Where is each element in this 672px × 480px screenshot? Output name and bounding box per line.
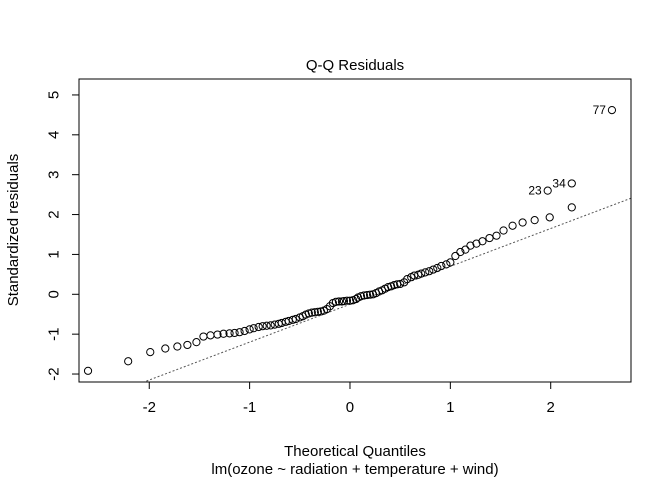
- x-tick-label: 0: [346, 399, 354, 416]
- data-point: [230, 328, 239, 338]
- data-point: [362, 290, 372, 300]
- data-point: [466, 241, 475, 250]
- outlier-point: [567, 179, 576, 188]
- data-point: [322, 304, 331, 314]
- data-point: [461, 245, 470, 254]
- data-point: [359, 291, 369, 300]
- data-point: [429, 265, 438, 274]
- data-point: [219, 329, 228, 338]
- data-point: [530, 216, 539, 225]
- data-point: [240, 326, 249, 336]
- chart-subtitle: lm(ozone ~ radiation + temperature + win…: [211, 461, 498, 478]
- outlier-point: [607, 105, 617, 115]
- data-point: [146, 347, 155, 357]
- point-label: 23: [528, 184, 542, 198]
- data-point: [310, 308, 319, 317]
- data-point: [545, 213, 554, 222]
- data-point: [390, 281, 399, 290]
- y-tick-label: 1: [46, 250, 63, 258]
- data-point: [396, 279, 405, 289]
- point-label: 77: [593, 103, 607, 117]
- data-point: [339, 296, 349, 306]
- data-point: [403, 275, 412, 284]
- data-point: [384, 283, 393, 292]
- data-point: [345, 296, 355, 305]
- data-point: [456, 247, 465, 257]
- data-point: [351, 294, 361, 304]
- y-tick-label: 4: [46, 131, 63, 139]
- data-point: [249, 324, 258, 333]
- data-point: [262, 321, 271, 330]
- y-tick-label: -1: [46, 327, 63, 340]
- data-point: [266, 321, 275, 330]
- data-point: [508, 221, 517, 230]
- data-point: [304, 309, 313, 318]
- y-tick-label: 2: [46, 210, 63, 218]
- x-axis-label: Theoretical Quantiles: [284, 443, 426, 460]
- chart-title: Q-Q Residuals: [306, 57, 404, 74]
- x-tick-label: -2: [143, 399, 156, 416]
- data-point: [173, 342, 182, 351]
- data-point: [331, 297, 341, 306]
- data-point: [421, 268, 430, 277]
- data-point: [245, 325, 254, 334]
- y-tick-label: 0: [46, 290, 63, 298]
- data-point: [307, 308, 316, 317]
- data-point: [442, 260, 451, 269]
- data-point: [567, 203, 576, 212]
- plot-content: 23 34 77: [83, 103, 631, 382]
- x-tick-label: 1: [446, 399, 454, 416]
- data-point: [518, 218, 527, 227]
- x-tick-label: -1: [243, 399, 256, 416]
- data-point: [433, 263, 442, 273]
- data-point: [499, 226, 508, 235]
- data-point: [254, 322, 263, 332]
- data-point: [183, 340, 192, 350]
- data-point: [478, 237, 487, 246]
- data-point: [192, 338, 201, 347]
- data-point: [365, 290, 375, 299]
- data-point: [492, 231, 501, 240]
- y-tick-label: 3: [46, 171, 63, 179]
- data-point: [437, 261, 446, 271]
- data-point: [258, 322, 267, 331]
- x-tick-label: 2: [547, 399, 555, 416]
- data-point: [213, 330, 222, 339]
- outlier-point: [543, 186, 552, 195]
- data-point: [288, 315, 297, 324]
- data-point: [291, 314, 300, 324]
- y-tick-label: 5: [46, 91, 63, 99]
- data-point: [417, 269, 426, 278]
- data-point: [342, 296, 352, 305]
- data-point: [446, 258, 455, 267]
- data-point: [124, 357, 133, 366]
- data-point: [83, 366, 93, 375]
- data-point: [485, 233, 494, 243]
- data-point: [425, 267, 434, 276]
- y-tick-label: -2: [46, 367, 63, 380]
- data-point: [225, 329, 234, 338]
- data-point: [451, 251, 460, 261]
- data-point: [235, 328, 244, 337]
- point-label: 34: [552, 176, 566, 190]
- y-axis-label: Standardized residuals: [5, 154, 22, 307]
- data-point: [356, 292, 366, 301]
- data-point: [313, 307, 322, 316]
- data-point: [161, 344, 170, 353]
- data-point: [334, 297, 344, 306]
